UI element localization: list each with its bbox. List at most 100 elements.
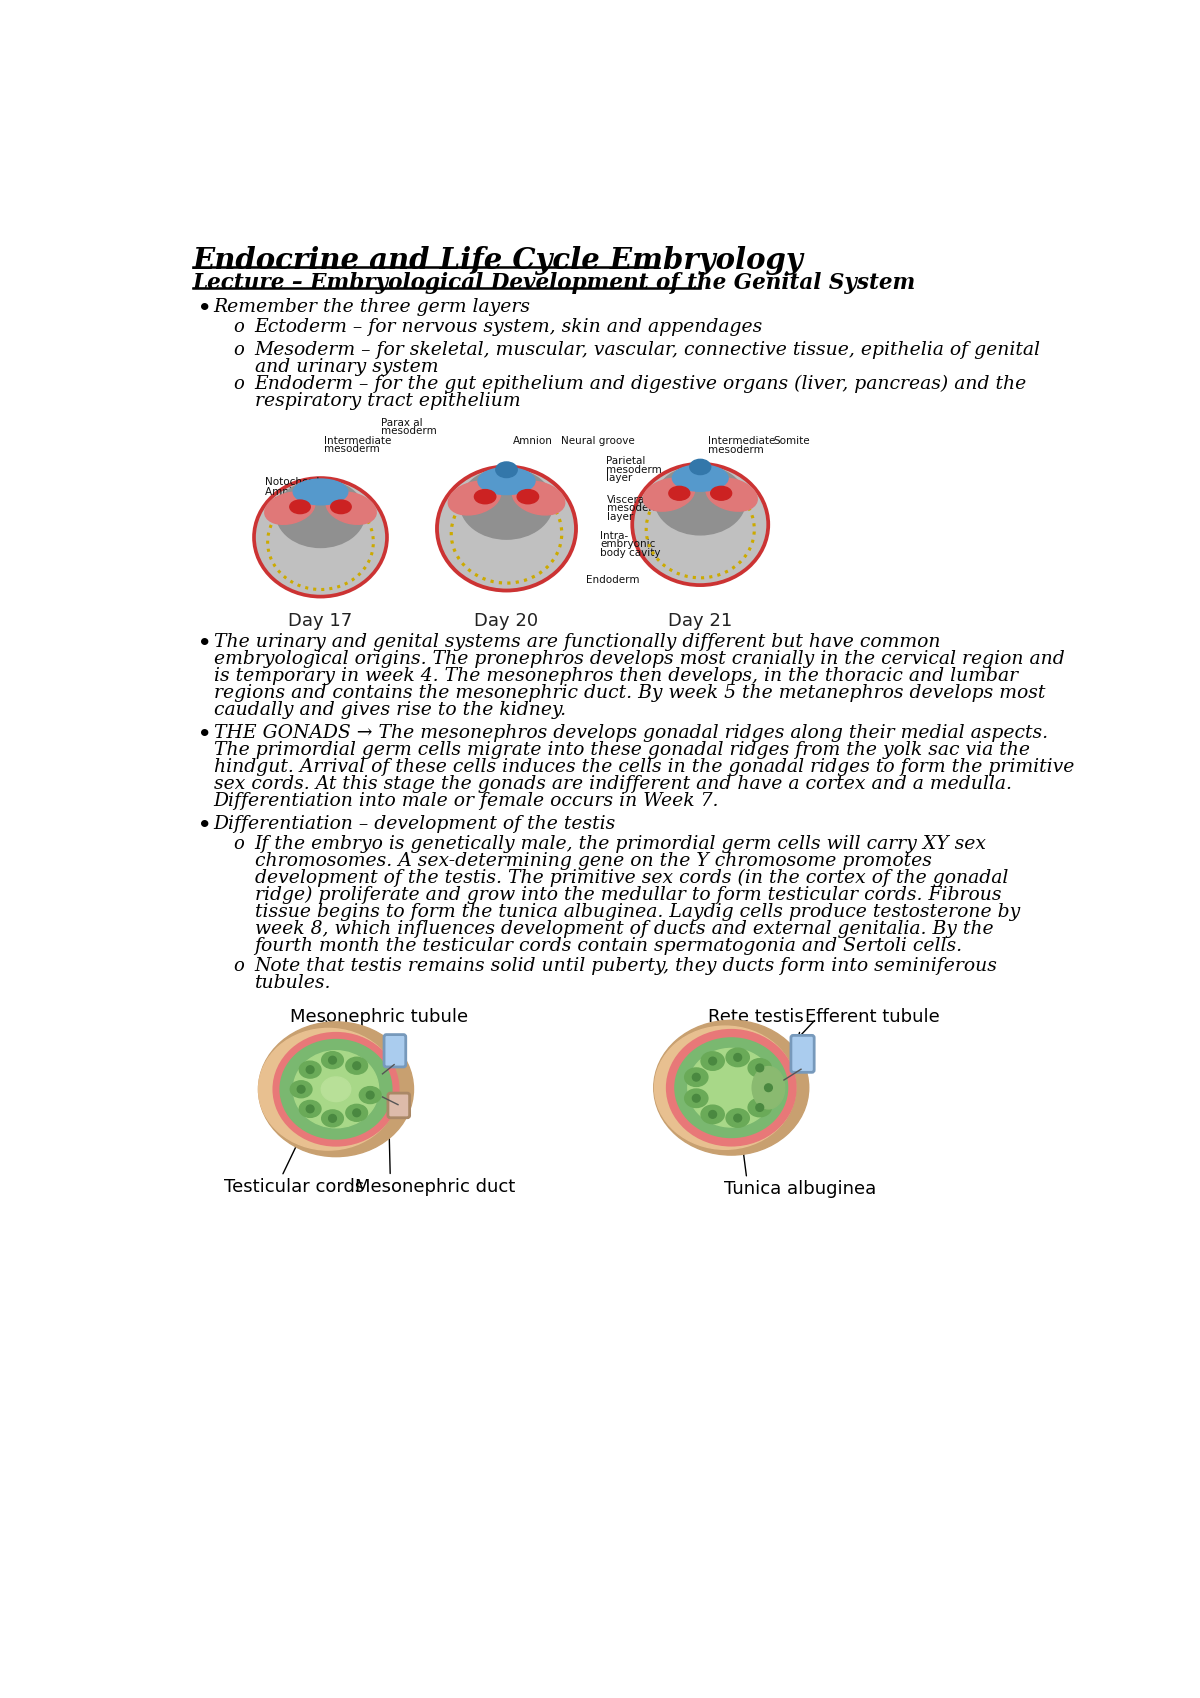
Circle shape — [756, 1065, 763, 1071]
Text: o: o — [234, 341, 245, 358]
Text: development of the testis. The primitive sex cords (in the cortex of the gonadal: development of the testis. The primitive… — [254, 869, 1008, 888]
Ellipse shape — [748, 1099, 772, 1117]
Text: mesoderm: mesoderm — [607, 503, 662, 513]
Ellipse shape — [748, 1058, 772, 1077]
Text: Day 17: Day 17 — [288, 611, 353, 630]
Text: Differentiation – development of the testis: Differentiation – development of the tes… — [214, 815, 616, 834]
Text: layer: layer — [606, 474, 632, 484]
FancyBboxPatch shape — [188, 411, 887, 620]
Ellipse shape — [655, 465, 745, 535]
Ellipse shape — [688, 1048, 775, 1127]
Ellipse shape — [293, 1051, 379, 1127]
Text: •: • — [198, 633, 211, 654]
Text: Mesonephric tubule: Mesonephric tubule — [289, 1009, 468, 1026]
Circle shape — [734, 1114, 742, 1122]
Text: week 8, which influences development of ducts and external genitalia. By the: week 8, which influences development of … — [254, 920, 994, 937]
Ellipse shape — [276, 1036, 396, 1143]
Text: regions and contains the mesonephric duct. By week 5 the metanephros develops mo: regions and contains the mesonephric duc… — [214, 684, 1045, 703]
Text: If the embryo is genetically male, the primordial germ cells will carry XY sex: If the embryo is genetically male, the p… — [254, 835, 986, 852]
Ellipse shape — [290, 499, 311, 513]
FancyBboxPatch shape — [384, 1034, 406, 1066]
Circle shape — [692, 1095, 700, 1102]
Text: caudally and gives rise to the kidney.: caudally and gives rise to the kidney. — [214, 701, 565, 720]
Text: o: o — [234, 375, 245, 392]
Text: Somite: Somite — [774, 436, 810, 447]
Text: body cavity: body cavity — [600, 548, 661, 559]
Text: tissue begins to form the tunica albuginea. Laydig cells produce testosterone by: tissue begins to form the tunica albugin… — [254, 903, 1020, 920]
Text: o: o — [234, 318, 245, 336]
Ellipse shape — [322, 1077, 350, 1102]
Circle shape — [298, 1085, 305, 1094]
Ellipse shape — [685, 1088, 708, 1107]
Ellipse shape — [757, 1078, 780, 1097]
Ellipse shape — [726, 1109, 749, 1127]
Circle shape — [692, 1073, 700, 1082]
Text: Endoderm: Endoderm — [586, 576, 640, 584]
Text: Testicular cords: Testicular cords — [223, 1178, 364, 1195]
Ellipse shape — [670, 1032, 792, 1143]
Text: tubules.: tubules. — [254, 973, 331, 992]
Ellipse shape — [299, 1061, 320, 1078]
Text: respiratory tract epithelium: respiratory tract epithelium — [254, 392, 521, 409]
Ellipse shape — [672, 465, 728, 491]
Circle shape — [764, 1083, 773, 1092]
Circle shape — [709, 1058, 716, 1065]
Ellipse shape — [654, 1020, 809, 1155]
Ellipse shape — [668, 486, 690, 501]
Text: •: • — [198, 725, 211, 744]
Text: o: o — [234, 835, 245, 852]
Ellipse shape — [331, 499, 352, 513]
FancyBboxPatch shape — [388, 1094, 409, 1117]
Text: and urinary system: and urinary system — [254, 358, 438, 375]
Text: Efferent tubule: Efferent tubule — [805, 1009, 940, 1026]
Ellipse shape — [276, 481, 365, 547]
Ellipse shape — [710, 486, 732, 501]
Ellipse shape — [326, 492, 377, 525]
Text: Parietal: Parietal — [606, 457, 646, 467]
Text: Mesoderm: Mesoderm — [283, 526, 338, 535]
Ellipse shape — [258, 1022, 414, 1156]
Ellipse shape — [322, 1110, 343, 1127]
Ellipse shape — [726, 1048, 749, 1066]
Ellipse shape — [706, 479, 757, 511]
Text: The urinary and genital systems are functionally different but have common: The urinary and genital systems are func… — [214, 633, 940, 652]
Circle shape — [353, 1109, 360, 1117]
Ellipse shape — [293, 479, 348, 504]
Text: Remember the three germ layers: Remember the three germ layers — [214, 297, 530, 316]
Text: Visceral: Visceral — [607, 494, 648, 504]
Text: Day 20: Day 20 — [474, 611, 539, 630]
Text: Rete testis: Rete testis — [708, 1009, 804, 1026]
Circle shape — [353, 1061, 360, 1070]
Circle shape — [306, 1105, 314, 1112]
Text: •: • — [198, 297, 211, 318]
Text: chromosomes. A sex-determining gene on the Y chromosome promotes: chromosomes. A sex-determining gene on t… — [254, 852, 931, 869]
Ellipse shape — [265, 492, 314, 525]
Text: Tunica albuginea: Tunica albuginea — [724, 1180, 876, 1199]
Ellipse shape — [346, 1058, 367, 1075]
Circle shape — [734, 1053, 742, 1061]
Text: ridge) proliferate and grow into the medullar to form testicular cords. Fibrous: ridge) proliferate and grow into the med… — [254, 886, 1001, 905]
Ellipse shape — [290, 1082, 312, 1097]
Text: Amniotic cavity: Amniotic cavity — [265, 487, 346, 498]
Ellipse shape — [685, 1068, 708, 1087]
Text: Mesoderm – for skeletal, muscular, vascular, connective tissue, epithelia of gen: Mesoderm – for skeletal, muscular, vascu… — [254, 341, 1040, 358]
Ellipse shape — [701, 1105, 725, 1124]
Text: Ectoderm: Ectoderm — [274, 498, 324, 508]
Ellipse shape — [496, 462, 517, 477]
Ellipse shape — [701, 1051, 725, 1070]
Ellipse shape — [654, 1026, 796, 1150]
Text: Neural groove: Neural groove — [560, 436, 635, 447]
Ellipse shape — [359, 1087, 382, 1104]
Text: Intra-: Intra- — [600, 531, 629, 542]
Text: Intermediate: Intermediate — [324, 435, 391, 445]
Text: embryonic: embryonic — [600, 540, 655, 550]
Circle shape — [329, 1056, 336, 1065]
Text: Ectoderm – for nervous system, skin and appendages: Ectoderm – for nervous system, skin and … — [254, 318, 763, 336]
Text: THE GONADS → The mesonephros develops gonadal ridges along their medial aspects.: THE GONADS → The mesonephros develops go… — [214, 725, 1048, 742]
Text: embryological origins. The pronephros develops most cranially in the cervical re: embryological origins. The pronephros de… — [214, 650, 1064, 669]
FancyBboxPatch shape — [791, 1036, 814, 1073]
Text: •: • — [198, 815, 211, 835]
Circle shape — [329, 1114, 336, 1122]
Text: The primordial germ cells migrate into these gonadal ridges from the yolk sac vi: The primordial germ cells migrate into t… — [214, 742, 1030, 759]
Text: sex cords. At this stage the gonads are indifferent and have a cortex and a medu: sex cords. At this stage the gonads are … — [214, 774, 1012, 793]
